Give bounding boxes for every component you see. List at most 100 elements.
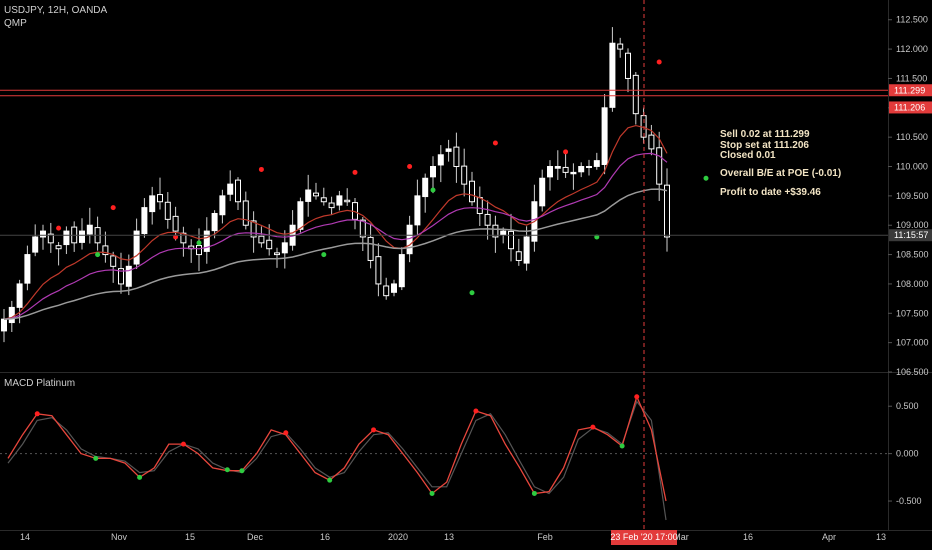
- macd-buy-dot: [531, 490, 537, 496]
- candle-body: [305, 189, 312, 202]
- candle-body: [492, 224, 499, 238]
- sell-signal-dot: [563, 149, 569, 155]
- time-axis-label: 13: [876, 532, 886, 542]
- macd-buy-dot: [327, 477, 333, 483]
- candle-body: [211, 212, 218, 232]
- study-name[interactable]: QMP: [4, 18, 27, 29]
- macd-signal-line: [7, 400, 667, 521]
- candle-body: [523, 236, 530, 264]
- macd-sell-dot: [634, 394, 640, 400]
- candle-body: [102, 245, 109, 256]
- buy-signal-dot: [95, 252, 101, 258]
- level-2-badge: 111.206: [894, 102, 925, 112]
- price-tick-label: 110.000: [896, 162, 928, 172]
- buy-signal-dot: [430, 187, 436, 193]
- sell-signal-dot: [407, 164, 413, 170]
- candle-body: [453, 146, 460, 168]
- candle-body: [469, 180, 475, 203]
- candle-body: [313, 192, 319, 197]
- candle-body: [632, 74, 639, 115]
- candle-body: [414, 195, 421, 226]
- macd-line: [7, 394, 667, 502]
- level-2-badge-bg: [889, 101, 932, 114]
- symbol-title[interactable]: USDJPY, 12H, OANDA: [4, 5, 108, 16]
- candle-body: [344, 199, 351, 203]
- candle-body: [242, 200, 249, 226]
- macd-sell-dot: [34, 411, 40, 417]
- sell-signal-dot: [656, 59, 662, 65]
- candle-body: [515, 251, 522, 261]
- candle-body: [40, 230, 46, 238]
- ema-slow-line: [3, 188, 668, 320]
- candle-body: [430, 166, 436, 178]
- price-tick-label: 112.500: [896, 15, 928, 25]
- candle-body: [664, 184, 670, 238]
- macd-buy-dot: [429, 490, 435, 496]
- buy-signal-dot: [196, 240, 202, 246]
- candle-body: [554, 166, 561, 169]
- macd-buy-dot: [619, 443, 625, 449]
- candle-body: [235, 179, 241, 203]
- candle-body: [63, 230, 70, 246]
- time-axis-label: Nov: [111, 532, 128, 542]
- candle-body: [375, 256, 382, 285]
- candle-body: [227, 183, 234, 195]
- candle-body: [164, 201, 171, 220]
- candle-body: [500, 230, 507, 236]
- candle-body: [461, 165, 468, 185]
- macd-buy-dot: [239, 468, 245, 474]
- candle-body: [578, 166, 585, 173]
- candle-body: [141, 207, 148, 235]
- candle-body: [1, 318, 7, 332]
- candle-body: [110, 255, 117, 267]
- candle-body: [437, 154, 444, 166]
- candle-body: [586, 166, 592, 169]
- candle-body: [24, 254, 31, 284]
- macd-panel-title[interactable]: MACD Platinum: [4, 378, 76, 389]
- candle-body: [656, 147, 663, 185]
- macd-sell-dot: [283, 430, 289, 436]
- ema-fast-line: [3, 124, 668, 320]
- ema-mid-line: [3, 152, 668, 320]
- candle-body: [47, 233, 54, 244]
- candle-body: [601, 107, 608, 166]
- candle-body: [609, 42, 616, 108]
- candle-body: [367, 236, 374, 261]
- time-axis-label: 16: [320, 532, 330, 542]
- trade-note-line: Sell 0.02 at 111.299: [720, 129, 810, 140]
- candle-body: [297, 201, 304, 230]
- time-axis-label: 16: [743, 532, 753, 542]
- candle-body: [258, 235, 265, 244]
- candle-body: [547, 166, 553, 178]
- macd-buy-dot: [224, 467, 230, 473]
- trade-note-line: Profit to date +$39.46: [720, 187, 821, 198]
- candle-body: [359, 219, 366, 238]
- level-1-badge: 111.299: [894, 85, 925, 95]
- candle-body: [79, 230, 85, 243]
- buy-signal-dot: [321, 252, 327, 258]
- trade-note-line: Stop set at 111.206: [720, 140, 809, 151]
- price-tick-label: 109.000: [896, 220, 929, 230]
- candle-body: [118, 268, 124, 285]
- price-tick-label: 108.000: [896, 279, 929, 289]
- candle-body: [172, 215, 179, 232]
- candle-body: [328, 202, 335, 209]
- candle-body: [570, 171, 577, 175]
- candle-body: [406, 224, 413, 255]
- macd-sell-dot: [180, 441, 186, 447]
- time-axis-label: 13: [444, 532, 454, 542]
- macd-sell-dot: [590, 424, 596, 430]
- sell-signal-dot: [56, 225, 62, 231]
- candle-body: [398, 254, 405, 288]
- candle-body: [281, 242, 288, 254]
- sell-signal-dot: [258, 166, 264, 172]
- trade-note-line: Overall B/E at POE (-0.01): [720, 168, 842, 179]
- marked-time-label: 23 Feb '20 17:00: [610, 532, 677, 542]
- time-axis-label: Mar: [673, 532, 689, 542]
- candle-body: [484, 213, 491, 226]
- candle-body: [180, 232, 187, 244]
- time-axis-label: 15: [185, 532, 195, 542]
- macd-buy-dot: [93, 455, 99, 461]
- level-1-badge-bg: [889, 84, 932, 97]
